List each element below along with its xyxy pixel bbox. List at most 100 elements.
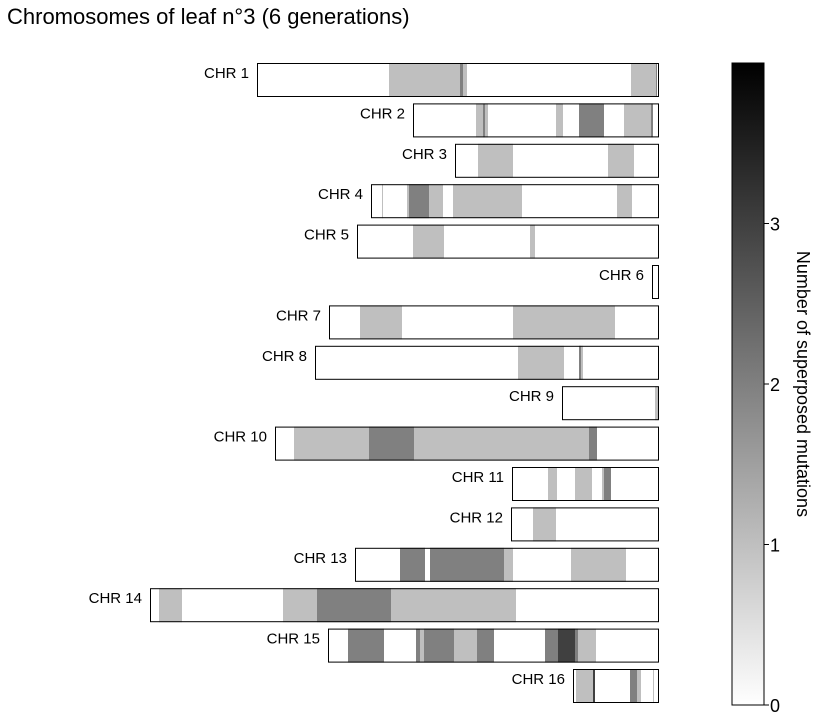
mutation-segment: [653, 669, 654, 703]
chromosome-12: CHR 12: [450, 507, 659, 542]
mutation-segment: [513, 305, 615, 340]
chromosome-label: CHR 15: [267, 631, 320, 648]
mutation-segment: [504, 547, 513, 582]
mutation-segment: [391, 588, 516, 623]
chromosome-bar: [652, 265, 659, 299]
chromosome-3: CHR 3: [402, 143, 659, 178]
chromosome-label: CHR 13: [294, 550, 347, 567]
chromosome-2: CHR 2: [360, 103, 659, 138]
chromosome-label: CHR 2: [360, 105, 405, 122]
mutation-segment: [416, 628, 420, 663]
mutation-segment: [454, 628, 477, 663]
chromosome-bar: [357, 224, 659, 259]
chromosome-15: CHR 15: [267, 628, 659, 663]
chart-title: Chromosomes of leaf n°3 (6 generations): [7, 4, 410, 29]
chromosome-outline: [371, 184, 659, 219]
chromosome-13: CHR 13: [294, 547, 659, 582]
mutation-segment: [348, 628, 384, 663]
chromosome-outline: [357, 224, 659, 259]
mutation-segment: [463, 63, 467, 97]
mutation-segment: [478, 143, 513, 178]
colorbar-tick-label: 3: [770, 215, 780, 235]
chromosome-label: CHR 10: [214, 429, 267, 446]
mutation-segment: [530, 224, 535, 259]
chromosome-4: CHR 4: [318, 184, 659, 219]
mutation-segment: [656, 63, 657, 97]
mutation-segment: [453, 184, 522, 219]
mutation-segment: [655, 386, 658, 421]
chromosome-outline: [562, 386, 659, 421]
chromosome-outline: [573, 669, 659, 703]
chromosome-7: CHR 7: [276, 305, 659, 340]
chromosome-outline: [511, 507, 659, 542]
chromosome-label: CHR 7: [276, 307, 321, 324]
chromosome-label: CHR 8: [262, 348, 307, 365]
chromosome-14: CHR 14: [89, 588, 659, 623]
mutation-segment: [400, 547, 425, 582]
chromosome-outline: [413, 103, 659, 138]
colorbar: 0 1 2 3 Number of superposed mutations: [731, 62, 813, 716]
mutation-segment: [485, 103, 488, 138]
mutation-segment: [413, 224, 444, 259]
mutation-segment: [571, 547, 626, 582]
mutation-segment: [593, 669, 595, 703]
chromosome-5: CHR 5: [304, 224, 659, 259]
mutation-segment: [360, 305, 402, 340]
chromosome-6: CHR 6: [599, 265, 659, 299]
chromosome-bar: [562, 386, 659, 421]
chromosome-16: CHR 16: [512, 669, 659, 703]
colorbar-label: Number of superposed mutations: [793, 251, 813, 517]
chromosome-label: CHR 3: [402, 146, 447, 163]
chromosome-outline: [652, 265, 659, 299]
chromosome-bars: CHR 1 CHR 2 CHR 3 CHR 4 CHR 5 CHR 6 CHR 7 CHR 8…: [89, 63, 659, 703]
chromosome-10: CHR 10: [214, 426, 659, 461]
mutation-segment: [575, 467, 592, 501]
chromosome-label: CHR 11: [452, 469, 504, 486]
mutation-segment: [637, 669, 641, 703]
chromosome-label: CHR 4: [318, 186, 363, 203]
chromosome-label: CHR 14: [89, 590, 142, 607]
mutation-segment: [483, 103, 485, 138]
mutation-segment: [556, 103, 563, 138]
mutation-segment: [624, 103, 651, 138]
mutation-segment: [581, 345, 583, 380]
colorbar-ticks: 0 1 2 3: [764, 215, 780, 716]
mutation-segment: [576, 669, 593, 703]
mutation-segment: [409, 184, 429, 219]
chromosome-outline: [512, 467, 659, 501]
mutation-segment: [407, 184, 409, 219]
mutation-segment: [294, 426, 369, 461]
chromosome-outline: [150, 588, 659, 623]
colorbar-tick-label: 0: [770, 696, 780, 716]
chromosome-label: CHR 16: [512, 671, 565, 688]
mutation-segment: [518, 345, 564, 380]
mutation-segment: [548, 467, 557, 501]
mutation-segment: [608, 143, 634, 178]
mutation-segment: [283, 588, 317, 623]
chromosome-outline: [315, 345, 659, 380]
mutation-segment: [604, 467, 611, 501]
mutation-segment: [533, 507, 556, 542]
mutation-segment: [317, 588, 391, 623]
chromosome-outline: [355, 547, 659, 582]
chromosome-1: CHR 1: [204, 63, 659, 97]
mutation-segment: [430, 547, 504, 582]
chromosome-bar: [315, 345, 659, 380]
mutation-segment: [617, 184, 632, 219]
mutation-segment: [414, 426, 589, 461]
mutation-segment: [631, 63, 656, 97]
mutation-segment: [651, 103, 653, 138]
chromosome-outline: [455, 143, 659, 178]
chromosome-label: CHR 1: [204, 65, 249, 82]
mutation-segment: [602, 467, 604, 501]
colorbar-tick-label: 1: [770, 536, 780, 556]
chromosome-label: CHR 5: [304, 227, 349, 244]
colorbar-gradient: [731, 62, 765, 706]
mutation-segment: [477, 628, 494, 663]
chromosome-bar: [413, 103, 659, 138]
chromosome-9: CHR 9: [509, 386, 659, 421]
chromosome-label: CHR 6: [599, 267, 644, 284]
mutation-segment: [579, 345, 581, 380]
